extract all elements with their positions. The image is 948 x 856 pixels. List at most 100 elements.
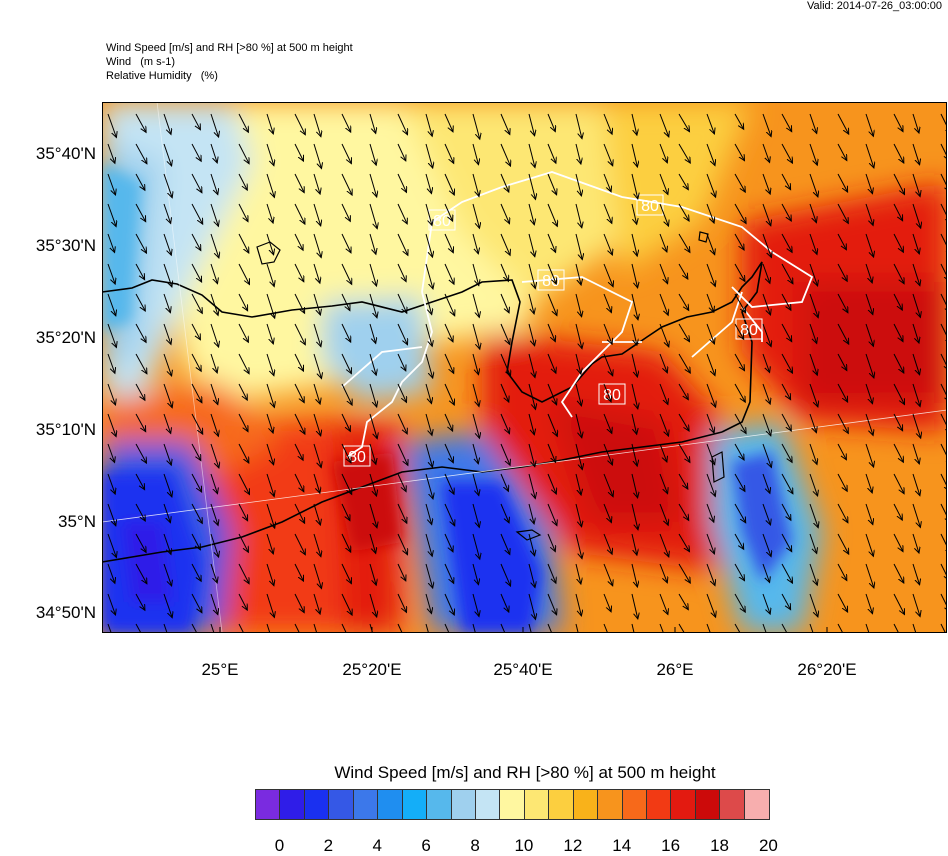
- wind-vector: [678, 563, 690, 583]
- wind-vector: [603, 503, 611, 523]
- wind-vector: [528, 563, 535, 588]
- wind-vector: [734, 233, 744, 250]
- map-panel[interactable]: 80 80 80 80 80 80: [102, 102, 947, 633]
- wind-vector: [107, 443, 115, 463]
- wind-vector: [781, 293, 791, 310]
- wind-vector: [369, 503, 377, 528]
- wind-vector: [135, 323, 146, 342]
- wind-vector: [912, 413, 921, 438]
- wind-vector: [191, 263, 202, 282]
- map-svg[interactable]: 80 80 80 80 80 80: [102, 102, 947, 633]
- wind-vector: [575, 323, 582, 349]
- wind-vector: [837, 113, 849, 134]
- wind-vector: [706, 263, 715, 286]
- wind-vector: [734, 143, 745, 161]
- wind-vector: [238, 353, 249, 374]
- wind-vector: [313, 143, 322, 169]
- wind-vector: [191, 593, 202, 613]
- wind-vector: [659, 383, 668, 405]
- wind-vector: [547, 263, 556, 284]
- wind-vector: [528, 473, 535, 499]
- wind-vector: [912, 503, 920, 527]
- wind-vector: [528, 233, 535, 257]
- colorbar-swatch: [378, 790, 403, 819]
- rh-contour-west: [341, 291, 433, 458]
- wind-vector: [706, 563, 715, 586]
- wind-vector: [678, 263, 688, 279]
- wind-vector: [135, 113, 146, 132]
- wind-vector: [837, 323, 849, 344]
- wind-vector: [762, 113, 771, 137]
- wind-vector: [706, 353, 715, 376]
- wind-vector: [238, 293, 248, 311]
- wind-vector: [893, 353, 904, 373]
- wind-vector: [528, 593, 536, 619]
- contour-label-1-text: 80: [433, 213, 451, 230]
- wind-vector: [837, 173, 848, 192]
- wind-vector: [472, 353, 479, 375]
- wind-vector: [107, 413, 116, 437]
- wind-vector: [294, 293, 305, 313]
- wind-vector: [603, 173, 611, 192]
- colorbar-swatch: [598, 790, 623, 819]
- wind-vector: [603, 233, 612, 255]
- wind-vector: [210, 533, 219, 557]
- wind-vector: [809, 413, 816, 433]
- wind-vector: [528, 293, 534, 314]
- wind-vector: [547, 593, 557, 615]
- wind-vector: [444, 173, 454, 195]
- wind-vector: [547, 383, 557, 405]
- wind-vector: [734, 563, 745, 581]
- colorbar-swatch: [475, 790, 501, 819]
- wind-vector: [706, 593, 716, 617]
- wind-vector: [893, 173, 905, 195]
- wind-vector: [678, 203, 689, 221]
- colorbar-title: Wind Speed [m/s] and RH [>80 %] at 500 m…: [334, 763, 716, 782]
- wind-vector: [659, 503, 668, 525]
- wind-vector: [191, 143, 201, 161]
- colorbar-tick-label: 2: [323, 836, 334, 855]
- wind-vector: [163, 233, 171, 255]
- wind-vector: [865, 113, 873, 136]
- colorbar-swatch: [304, 790, 330, 819]
- wind-vector: [500, 563, 511, 586]
- wind-vector: [397, 113, 408, 135]
- wind-vector: [659, 233, 667, 252]
- wind-vector: [659, 473, 668, 494]
- wind-vector: [678, 413, 689, 431]
- wind-vector: [734, 383, 745, 402]
- wind-vector: [734, 593, 745, 612]
- wind-vector: [631, 593, 638, 619]
- wind-vector: [631, 473, 638, 498]
- wind-vector: [107, 473, 115, 494]
- wind-vector: [135, 383, 145, 400]
- wind-vector: [659, 263, 668, 284]
- wind-vector: [163, 203, 171, 224]
- wind-vector: [762, 533, 771, 557]
- wind-vector: [313, 473, 320, 493]
- wind-vector: [706, 173, 716, 197]
- wind-vector: [893, 473, 904, 494]
- wind-vector: [734, 413, 746, 434]
- wind-vector: [762, 353, 770, 373]
- lon-label-26-20: 26°20'E: [797, 660, 857, 679]
- wind-vector: [865, 413, 873, 435]
- wind-vector: [547, 353, 556, 373]
- valid-time: Valid: 2014-07-26_03:00:00: [807, 0, 942, 12]
- wind-vector: [706, 233, 715, 255]
- wind-vector: [865, 293, 873, 315]
- wind-vector: [313, 563, 322, 589]
- wind-vector: [294, 593, 304, 613]
- wind-vector: [294, 233, 303, 250]
- wind-vector: [631, 113, 637, 135]
- wind-vector: [266, 173, 274, 197]
- wind-vector: [266, 443, 274, 465]
- wind-vector: [191, 623, 198, 633]
- wind-vector: [781, 143, 793, 163]
- wind-vector: [734, 443, 744, 460]
- wind-vector: [603, 143, 613, 166]
- wind-vector: [678, 503, 689, 520]
- wind-vector: [210, 353, 217, 373]
- wind-vector: [912, 233, 919, 254]
- wind-vector: [762, 203, 771, 226]
